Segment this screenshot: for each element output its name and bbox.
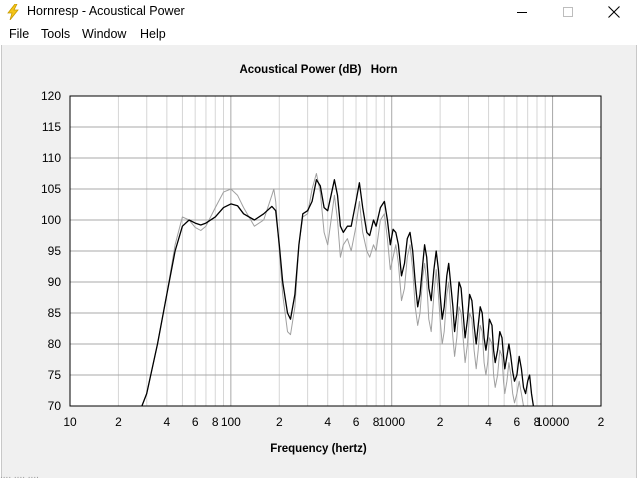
chart-title-suffix: Horn — [370, 64, 398, 76]
status-bar-ghost: .... .... .... — [0, 470, 39, 479]
x-tick-label: 8 — [212, 415, 219, 429]
y-tick-label: 85 — [48, 306, 62, 320]
y-tick-label: 80 — [48, 337, 62, 351]
maximize-button[interactable] — [545, 0, 591, 24]
x-tick-label: 10000 — [536, 415, 570, 429]
y-tick-label: 75 — [48, 368, 62, 382]
menu-help[interactable]: Help — [140, 27, 166, 41]
maximize-icon — [563, 7, 573, 17]
y-tick-label: 115 — [42, 120, 61, 134]
x-tick-label: 100 — [221, 415, 241, 429]
y-tick-label: 105 — [41, 182, 61, 196]
series-line — [141, 173, 524, 407]
x-tick-label: 1000 — [378, 415, 405, 429]
close-button[interactable] — [591, 0, 637, 24]
series-line — [141, 179, 535, 407]
x-axis-label: Frequency (hertz) — [270, 443, 367, 455]
lightning-icon — [7, 4, 19, 20]
y-tick-label: 95 — [48, 244, 62, 258]
x-tick-label: 2 — [598, 415, 605, 429]
x-tick-label: 4 — [324, 415, 331, 429]
y-tick-label: 70 — [48, 399, 62, 413]
y-tick-label: 120 — [41, 89, 61, 103]
plot-frame — [69, 95, 602, 407]
x-tick-label: 10 — [63, 415, 77, 429]
close-icon — [608, 6, 620, 18]
x-tick-label: 4 — [164, 415, 171, 429]
window-title: Hornresp - Acoustical Power — [27, 4, 185, 18]
menu-tools[interactable]: Tools — [41, 27, 71, 41]
x-tick-label: 8 — [373, 415, 380, 429]
chart-title: Acoustical Power (dB) Horn — [0, 64, 637, 76]
y-tick-label: 90 — [48, 275, 62, 289]
x-tick-label: 4 — [485, 415, 492, 429]
chart-title-main: Acoustical Power (dB) — [239, 64, 362, 76]
y-tick-label: 110 — [42, 151, 61, 165]
x-tick-label: 6 — [514, 415, 521, 429]
menu-file[interactable]: File — [9, 27, 30, 41]
menu-window[interactable]: Window — [82, 27, 127, 41]
x-tick-label: 8 — [534, 415, 541, 429]
minimize-icon — [517, 12, 527, 13]
x-tick-label: 2 — [437, 415, 444, 429]
title-bar: Hornresp - Acoustical Power — [0, 0, 637, 24]
menu-bar: File Tools Window Help — [0, 24, 637, 45]
x-tick-label: 6 — [353, 415, 360, 429]
x-tick-label: 2 — [115, 415, 122, 429]
x-tick-label: 2 — [276, 415, 283, 429]
minimize-button[interactable] — [499, 0, 545, 24]
y-tick-label: 100 — [41, 213, 61, 227]
x-tick-label: 6 — [192, 415, 199, 429]
